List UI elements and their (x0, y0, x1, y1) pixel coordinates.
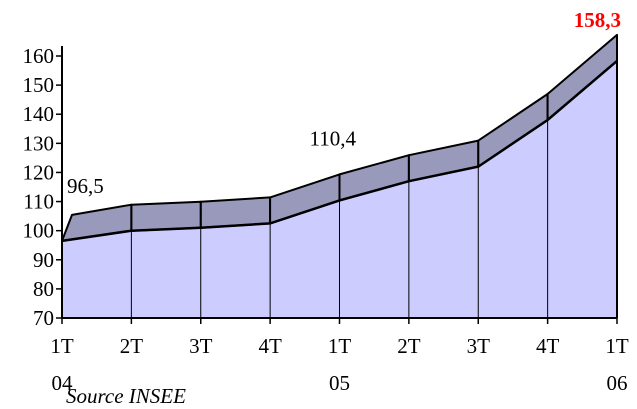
data-label: 158,3 (574, 8, 621, 32)
x-tick-label: 2T (120, 334, 144, 358)
y-tick-label: 110 (23, 190, 54, 214)
data-label: 110,4 (310, 126, 357, 150)
source-note: Source INSEE (66, 384, 186, 408)
y-tick-label: 150 (23, 73, 55, 97)
x-tick-year-label: 06 (607, 371, 628, 395)
x-tick-year-label: 04 (52, 371, 74, 395)
x-tick-label: 1T (328, 334, 352, 358)
x-tick-label: 3T (189, 334, 213, 358)
y-tick-label: 80 (33, 277, 54, 301)
y-tick-label: 140 (23, 102, 55, 126)
x-tick-label: 4T (258, 334, 282, 358)
data-line (61, 59, 618, 243)
x-tick-label: 1T (50, 334, 74, 358)
x-tick-label: 1T (605, 334, 629, 358)
y-tick-label: 160 (23, 44, 55, 68)
y-tick-label: 130 (23, 131, 55, 155)
data-label: 96,5 (67, 174, 104, 198)
x-tick-year-label: 05 (329, 371, 350, 395)
y-tick-label: 90 (33, 248, 54, 272)
y-tick-label: 70 (33, 306, 54, 330)
y-tick-label: 100 (23, 219, 55, 243)
x-tick-label: 4T (536, 334, 560, 358)
area-top-segment (130, 200, 202, 232)
x-tick-label: 3T (467, 334, 491, 358)
y-tick-label: 120 (23, 160, 55, 184)
x-tick-label: 2T (397, 334, 421, 358)
